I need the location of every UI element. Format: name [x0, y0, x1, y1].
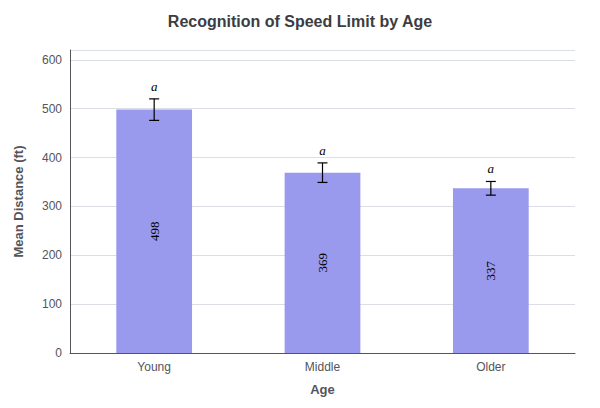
svg-text:Older: Older [476, 360, 505, 374]
svg-text:Young: Young [137, 360, 171, 374]
svg-text:a: a [319, 143, 326, 158]
svg-text:a: a [488, 161, 495, 176]
svg-text:Middle: Middle [305, 360, 341, 374]
svg-text:400: 400 [42, 151, 62, 165]
svg-text:Age: Age [310, 382, 335, 397]
svg-text:300: 300 [42, 199, 62, 213]
svg-text:369: 369 [315, 253, 330, 273]
svg-text:200: 200 [42, 248, 62, 262]
svg-text:0: 0 [55, 346, 62, 360]
svg-text:100: 100 [42, 297, 62, 311]
svg-text:Recognition of Speed Limit by: Recognition of Speed Limit by Age [168, 13, 432, 30]
svg-text:498: 498 [147, 222, 162, 242]
svg-text:500: 500 [42, 102, 62, 116]
svg-text:600: 600 [42, 53, 62, 67]
svg-text:Mean Distance (ft): Mean Distance (ft) [11, 146, 26, 258]
svg-text:a: a [151, 79, 158, 94]
svg-text:337: 337 [483, 260, 498, 280]
